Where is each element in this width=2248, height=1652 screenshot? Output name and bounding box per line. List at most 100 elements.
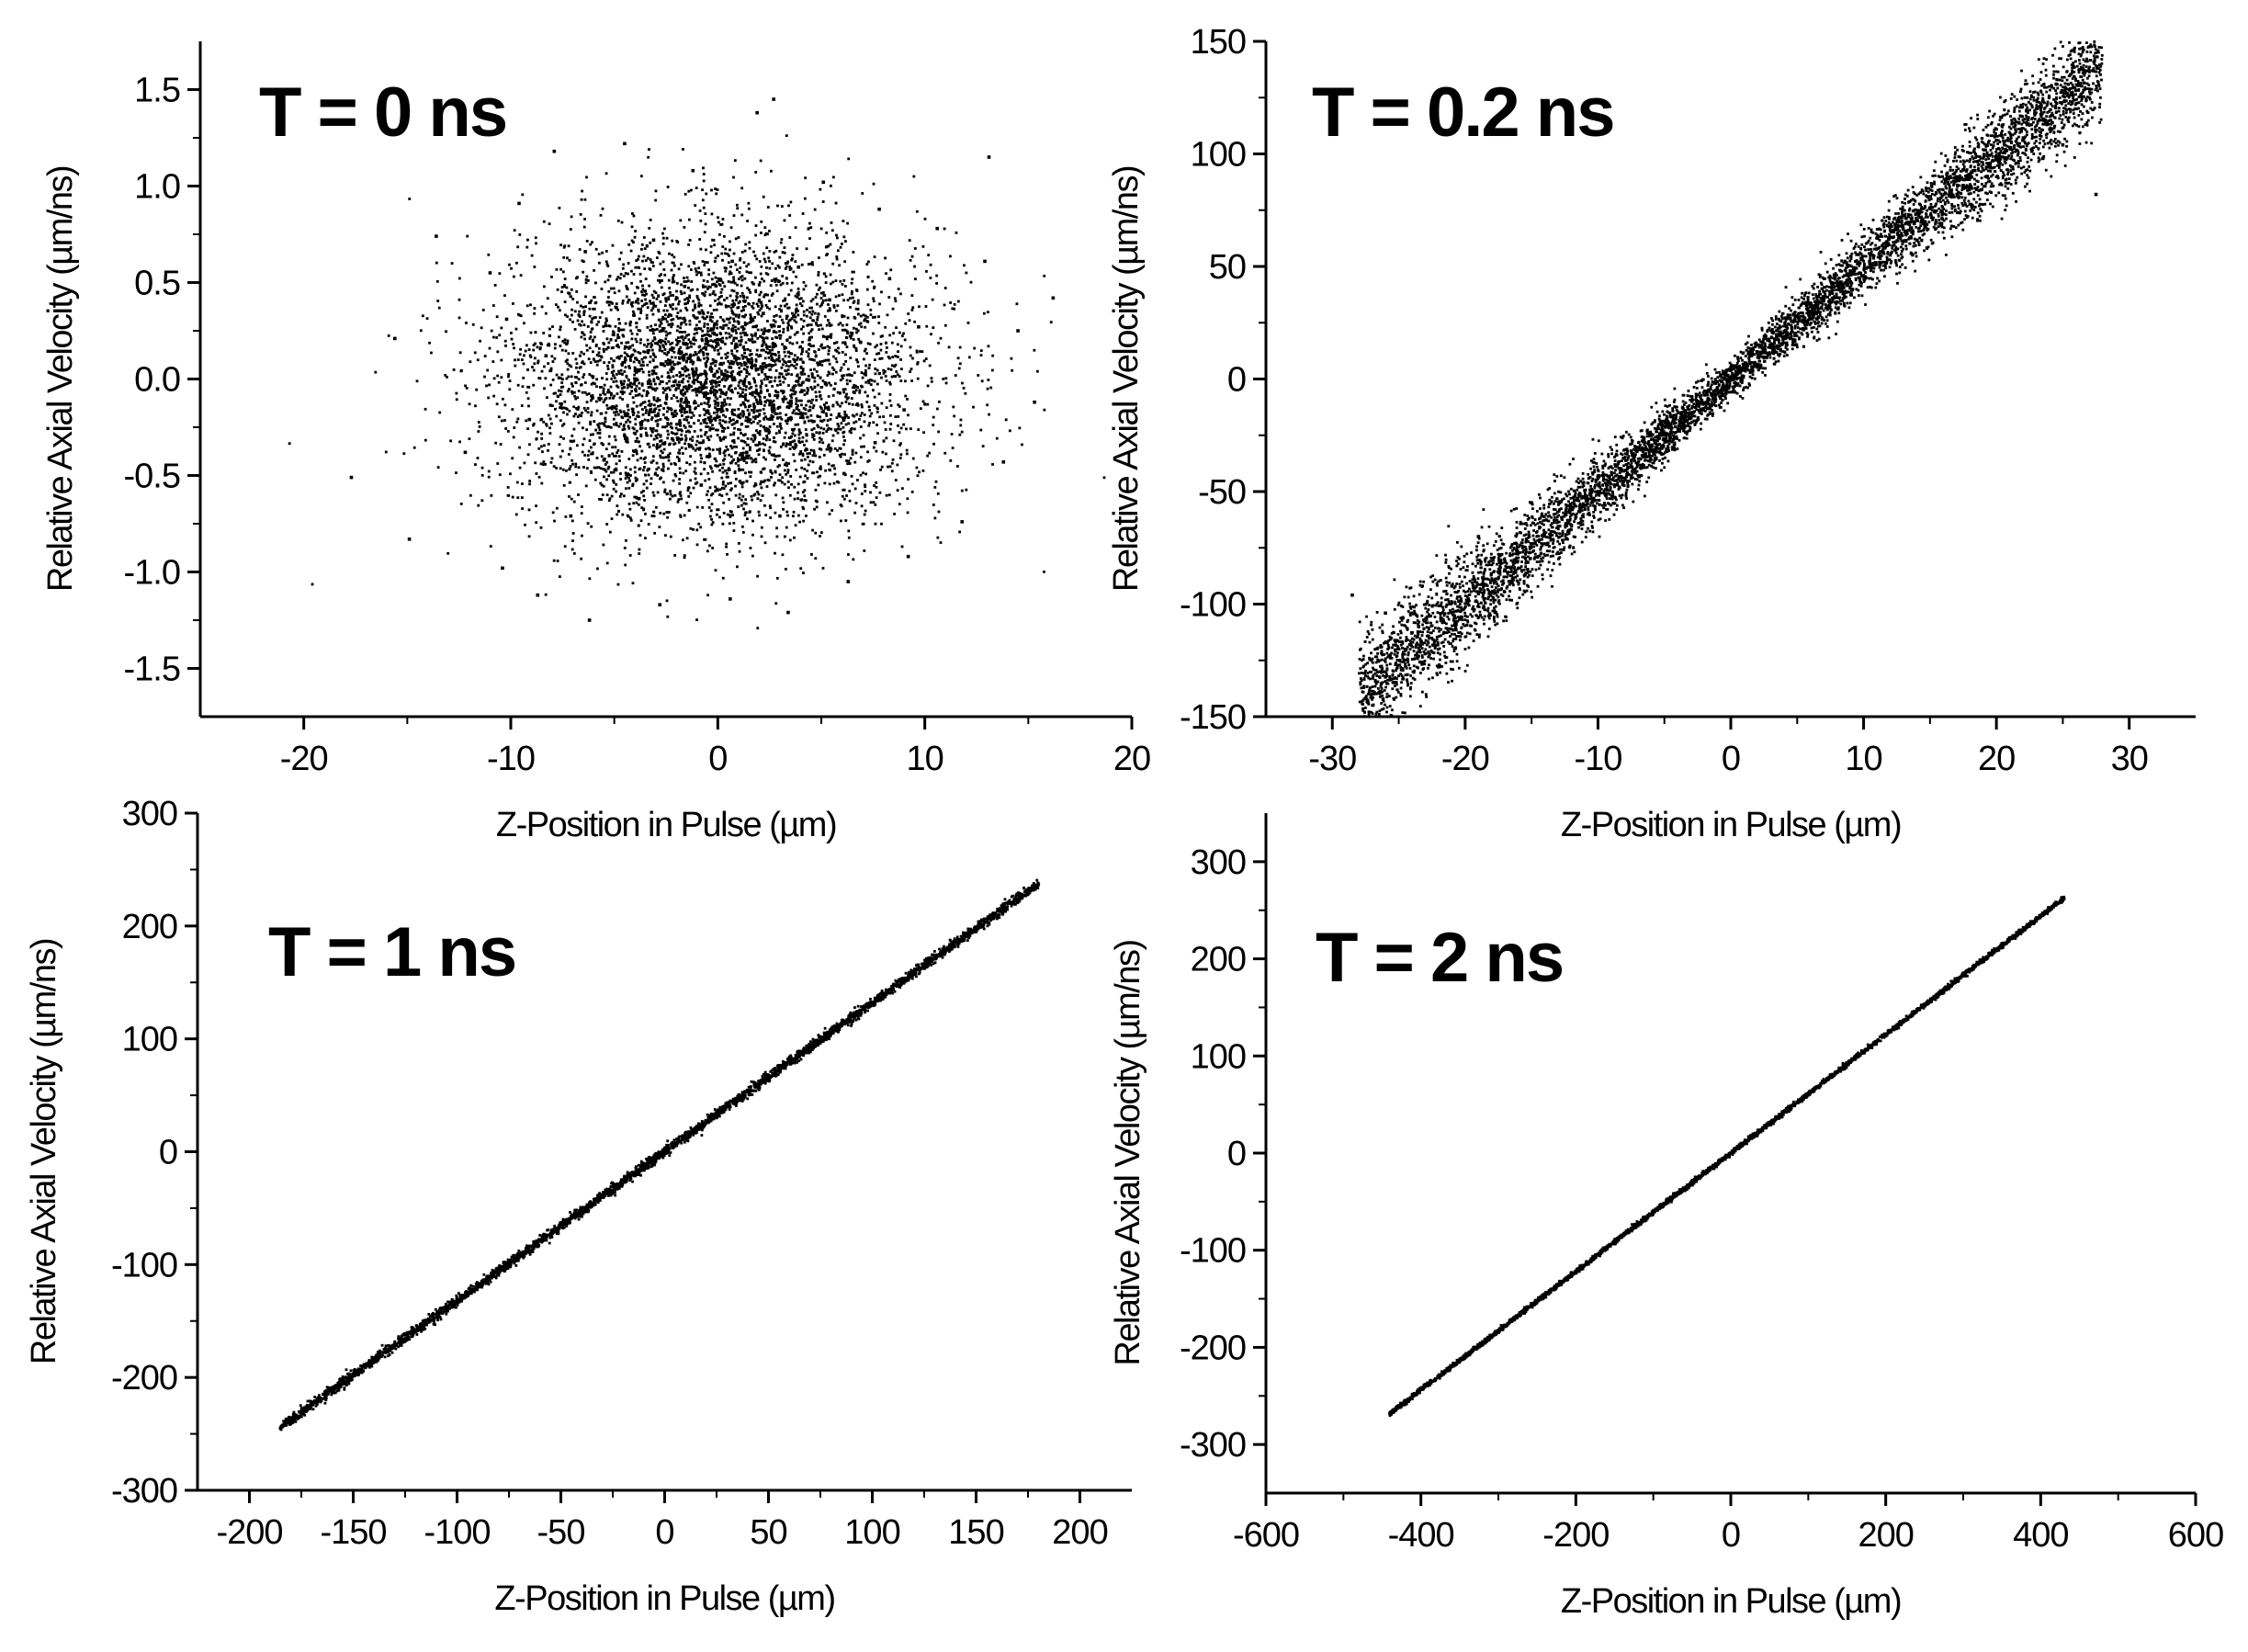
- data-point: [624, 366, 627, 369]
- data-point: [419, 329, 423, 333]
- data-point: [791, 515, 795, 518]
- data-point: [885, 406, 888, 410]
- data-point: [635, 501, 638, 504]
- data-point: [704, 479, 707, 482]
- data-point: [644, 356, 648, 359]
- data-point: [913, 247, 917, 250]
- data-point: [795, 321, 798, 324]
- data-point: [627, 418, 629, 422]
- data-point: [715, 464, 718, 468]
- data-point: [625, 285, 628, 288]
- panel-title: T = 0 ns: [259, 74, 506, 152]
- data-point: [719, 315, 722, 319]
- data-point: [797, 428, 801, 432]
- data-point: [791, 342, 795, 345]
- data-point: [605, 300, 609, 304]
- data-point: [665, 416, 669, 420]
- data-point: [615, 482, 618, 486]
- data-point: [949, 458, 953, 462]
- data-point: [964, 391, 967, 395]
- data-point: [811, 398, 814, 402]
- data-point: [844, 519, 848, 522]
- data-point: [464, 384, 467, 388]
- data-point: [673, 356, 677, 359]
- data-point: [667, 374, 671, 378]
- data-point: [648, 402, 651, 406]
- data-point: [817, 274, 820, 277]
- data-point: [605, 460, 609, 464]
- data-point: [854, 502, 858, 504]
- data-point: [661, 465, 665, 469]
- data-point: [769, 416, 773, 420]
- data-point: [649, 408, 652, 412]
- data-point: [556, 560, 559, 562]
- data-point: [491, 304, 495, 307]
- data-point: [758, 400, 762, 403]
- data-point: [709, 390, 712, 392]
- data-point: [510, 337, 514, 341]
- data-point: [744, 341, 748, 345]
- data-point: [415, 379, 419, 383]
- data-point: [765, 436, 769, 439]
- data-point: [902, 332, 905, 335]
- data-point: [729, 481, 732, 485]
- data-point: [475, 388, 479, 391]
- data-point: [703, 369, 706, 373]
- data-point: [879, 468, 882, 471]
- data-point: [580, 414, 582, 418]
- data-point: [634, 394, 638, 397]
- data-point: [718, 380, 721, 384]
- data-point: [885, 379, 888, 382]
- data-point: [763, 427, 767, 431]
- data-point: [547, 342, 550, 345]
- data-point: [853, 383, 856, 387]
- data-point: [719, 290, 723, 294]
- data-point: [631, 454, 635, 458]
- data-point: [687, 189, 691, 193]
- data-point: [560, 402, 563, 405]
- data-point: [705, 347, 708, 351]
- data-point: [803, 444, 806, 447]
- data-point: [680, 437, 683, 441]
- data-point: [670, 408, 673, 412]
- data-point: [726, 396, 729, 400]
- data-point: [849, 331, 853, 334]
- data-point: [582, 406, 586, 410]
- data-point: [751, 393, 754, 397]
- data-point: [717, 216, 719, 220]
- data-point: [759, 499, 763, 503]
- data-point: [890, 375, 894, 379]
- data-point: [675, 383, 679, 387]
- data-point: [811, 406, 815, 410]
- data-point: [889, 368, 893, 371]
- data-point: [626, 436, 629, 440]
- data-point: [685, 410, 689, 413]
- data-point: [884, 256, 887, 260]
- data-point: [734, 493, 738, 497]
- data-point: [653, 531, 657, 535]
- data-point: [604, 420, 607, 424]
- data-point: [784, 299, 786, 302]
- data-point: [638, 360, 641, 363]
- data-point: [732, 320, 736, 323]
- data-point: [703, 402, 706, 405]
- data-point: [495, 315, 499, 319]
- data-point: [700, 441, 703, 445]
- data-point: [756, 422, 760, 425]
- data-point: [671, 367, 674, 369]
- data-point: [907, 478, 910, 481]
- data-point: [907, 413, 909, 417]
- data-point: [686, 345, 690, 349]
- data-point: [758, 395, 762, 399]
- data-point: [929, 263, 932, 266]
- data-point: [701, 311, 705, 315]
- data-point: [586, 325, 590, 328]
- data-point: [710, 277, 714, 281]
- data-point: [698, 441, 701, 445]
- data-point: [670, 431, 673, 435]
- data-point: [853, 460, 857, 464]
- data-point: [810, 306, 813, 310]
- data-point: [737, 384, 740, 388]
- data-point: [719, 279, 723, 282]
- data-point: [780, 390, 784, 392]
